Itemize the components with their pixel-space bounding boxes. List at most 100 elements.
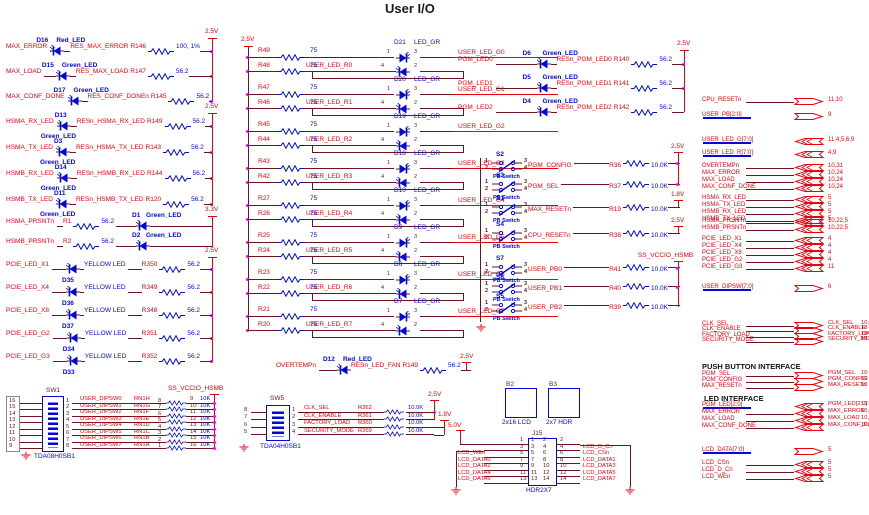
- wire: [572, 233, 610, 234]
- port-arrow-icon: [794, 112, 824, 121]
- net-label: LCD_DATA[7:0]: [702, 447, 745, 453]
- port-row: PCIE_LED_G3 11: [700, 264, 869, 272]
- connector-row: 1 1 2 2: [440, 437, 700, 446]
- pin-number: 4: [292, 429, 296, 436]
- switch-icon: S1 1 2 3 4 PB Switch: [485, 195, 527, 224]
- switch-icon: S3 1 2 3 4 PB Switch: [485, 172, 527, 201]
- resistor-icon: [148, 48, 175, 55]
- page-refs: 5: [828, 216, 832, 222]
- net-label: USER_LED_G7: [458, 308, 505, 315]
- wire: [563, 267, 610, 268]
- resistor-value: 10.0K: [408, 405, 424, 412]
- port-row: PCIE_LED_X4 4: [700, 243, 869, 251]
- pin-number: 2: [414, 63, 418, 69]
- wire: [563, 305, 610, 306]
- wire: [298, 426, 384, 428]
- port-row: LCD_D_Cn 5: [700, 467, 869, 475]
- led-row: MAX_LOAD D15 Green_LED RES_MAX_LOAD R147…: [6, 57, 212, 82]
- diode-ref: D2: [132, 232, 141, 239]
- wire: [298, 419, 384, 420]
- wire: [406, 411, 434, 413]
- net-label: USER_PB0: [528, 265, 562, 273]
- net-label: PGM_SEL: [702, 371, 731, 377]
- ground-icon: [451, 487, 461, 495]
- dual-led-unit: D8 LED_GR R23 75 1 3 USER_LED_G6 USER_LE…: [246, 261, 573, 303]
- wire: [248, 168, 278, 169]
- pin-number: 1: [387, 49, 391, 55]
- port-row: PCIE_LED_X1 4: [700, 236, 869, 244]
- led-type-label: YELLOW LED: [84, 260, 126, 268]
- wire: [248, 242, 278, 243]
- net-label: HSMA_PRSNTn: [6, 217, 55, 225]
- junction-dot: [246, 107, 249, 110]
- power-rail-tick: [440, 420, 449, 422]
- pin-number: 1: [387, 271, 391, 277]
- switch-icon: S7 1 2 3 4 PB Switch: [485, 255, 527, 284]
- junction-dot: [246, 130, 249, 133]
- wire: [312, 78, 464, 79]
- net-label: USER_DIPSW[7:0]: [702, 284, 754, 290]
- part-number: PB Switch: [493, 174, 520, 180]
- resistor-icon: [623, 264, 649, 271]
- net-label: HSMA_TX_LED: [702, 202, 746, 208]
- wire: [72, 415, 166, 417]
- led-type-label: Green_LED: [542, 98, 578, 105]
- wire: [746, 269, 794, 270]
- wire: [248, 293, 278, 294]
- connector-ref: J15: [532, 430, 543, 437]
- dual-led-unit: D21 LED_GR R49 75 1 3 USER_LED_G0 USER_L…: [246, 39, 573, 81]
- wire: [248, 316, 278, 317]
- push-button-section: S2 1 2 3 4 PB Switch PGM_CONFIG R36 10.0…: [476, 143, 693, 338]
- led-row: PCIE_LED_X1 D35 YELLOW LED R350 56.2: [6, 252, 212, 284]
- net-label: USER_PB1: [528, 284, 562, 292]
- switch-icon: S5 1 2 3 4 PB Switch: [485, 293, 527, 322]
- net-label: LCD_DATA1: [583, 456, 616, 463]
- led-row: PGM_LED1 D5 Green_LED RESn_PGM_LED1 R141…: [458, 70, 684, 94]
- resistor-ref: R24: [258, 247, 270, 254]
- power-rail: [678, 152, 680, 185]
- connector-rows: 1 1 2 2 3 3 4 4 LCD_D_Cn: [440, 437, 700, 485]
- net-label: MAX_LOAD: [702, 416, 735, 422]
- wire: [463, 182, 464, 189]
- resistor-value: 10.0K: [651, 231, 668, 239]
- wire: [406, 426, 434, 428]
- connector-row: 3 3 4 4 LCD_D_Cn: [440, 444, 700, 453]
- res-net-label: RESn_PGM_LED0: [556, 55, 612, 63]
- resistor-icon: [166, 399, 186, 406]
- page-refs: 10,31: [828, 163, 844, 169]
- net-label: PGM_LED0: [458, 55, 493, 63]
- port-row: CPU_RESETn 11,10: [700, 89, 869, 105]
- pin-number: 1: [66, 397, 70, 404]
- pin-number: 11: [520, 469, 527, 476]
- port-arrow-icon: [794, 137, 824, 146]
- led-type-label: Green_LED: [73, 87, 109, 94]
- page-refs: 4,9: [828, 150, 837, 156]
- wire: [703, 406, 751, 409]
- prsnt-led-section: 3.3V HSMA_PRSNTn R1 56.2 D1 Green_LED HS…: [6, 206, 226, 252]
- resistor-icon: [159, 358, 186, 365]
- page-refs: 4: [828, 236, 832, 242]
- diode-ref: D11: [53, 190, 66, 197]
- part-number: LED_GR: [414, 76, 441, 83]
- wire: [453, 316, 558, 317]
- wire: [312, 115, 464, 116]
- power-rail: [678, 200, 680, 207]
- wire: [80, 292, 84, 293]
- wire: [746, 465, 794, 466]
- resistor-ref: R352: [141, 352, 158, 360]
- res-net-label: RESn_LED_FAN: [350, 361, 401, 369]
- resistor-icon: [278, 68, 304, 75]
- wire: [304, 256, 396, 257]
- resistor-ref: R140: [613, 55, 630, 63]
- dip-row: 11 6 USER_DIPSW5 RN1C 3 14 10K: [6, 429, 228, 438]
- wire: [304, 330, 396, 331]
- led-icon: D11 Green_LED: [40, 190, 75, 218]
- wire: [69, 152, 76, 153]
- wire: [57, 246, 64, 247]
- section-header: PUSH BUTTON INTERFACE: [702, 362, 801, 371]
- resistor-ref: RN1A: [134, 441, 150, 448]
- page-refs: 10,24: [861, 422, 869, 429]
- page-refs: 4: [828, 243, 832, 249]
- pin-number: 7: [244, 414, 248, 421]
- led-icon: [396, 177, 410, 188]
